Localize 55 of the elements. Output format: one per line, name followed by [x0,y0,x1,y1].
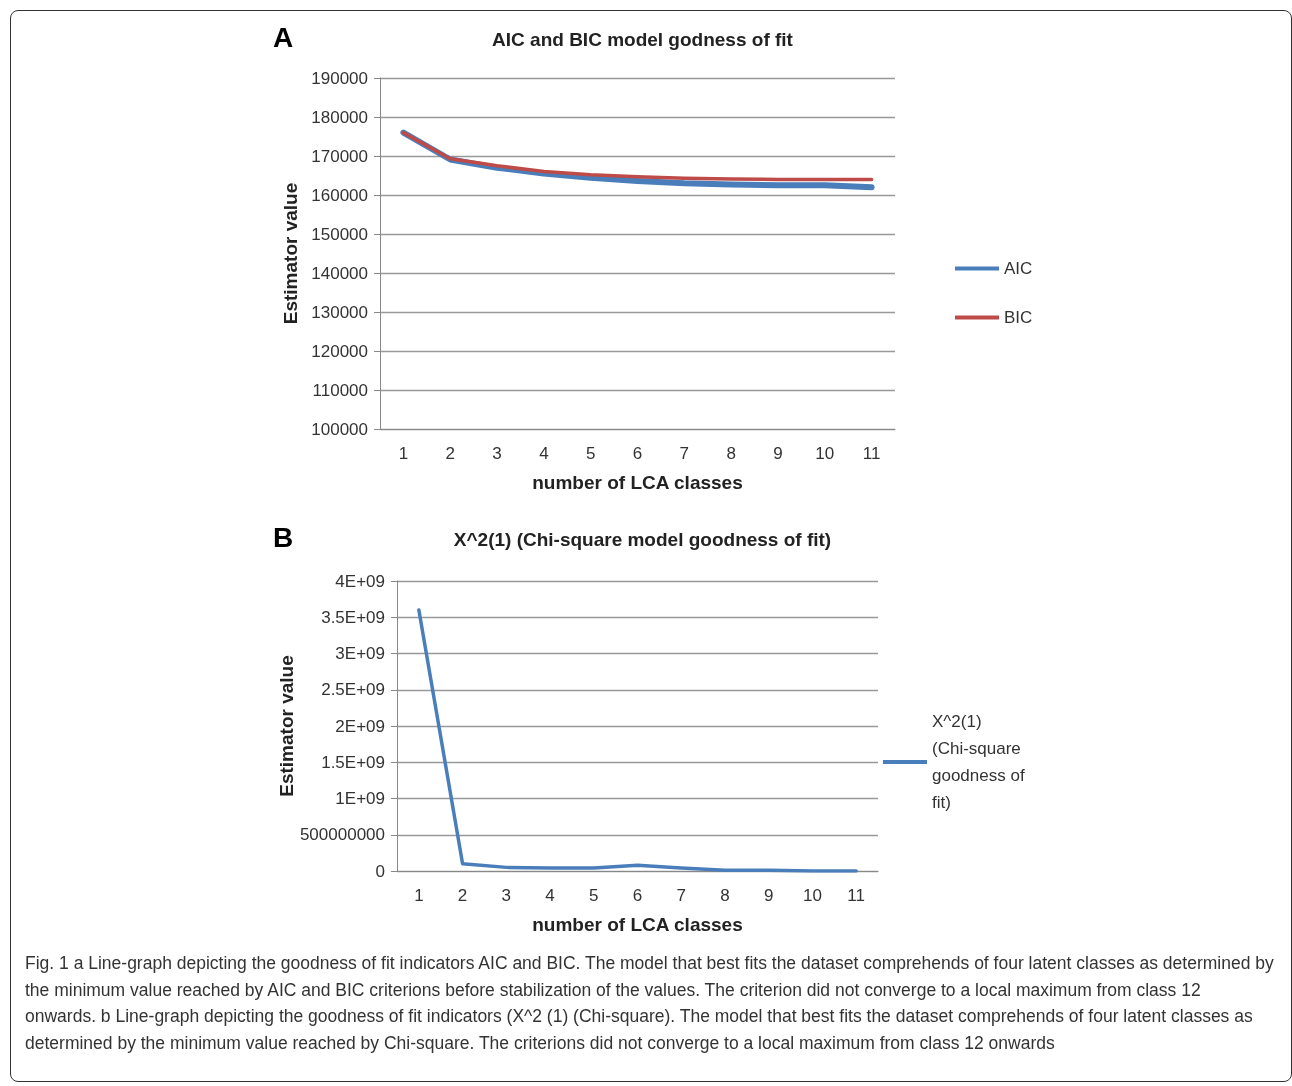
line-series [417,608,858,873]
x-tick-label: 11 [862,444,881,463]
x-tick-label: 2 [445,444,455,463]
y-tick-label: 3E+09 [335,644,385,663]
text: B [273,521,294,553]
x-tick-label: 2 [457,886,468,905]
x-tick-label: 4 [539,444,549,463]
y-tick-label: 100000 [311,419,368,439]
y-tick-label: 160000 [311,185,368,205]
x-tick-label: 10 [815,444,835,463]
x-tick-label: 8 [720,886,730,905]
legend-label: X^2(1) (Chi-square goodness of fit) [932,712,1030,812]
chart-title: AIC and BIC model godness of fit [492,29,794,50]
chart-title: X^2(1) (Chi-square model goodness of fit) [453,529,832,550]
y-tick-label: 1.5E+09 [321,752,385,772]
y-tick-label: 150000 [311,224,368,244]
y-tick-label: 500000000 [299,825,385,845]
y-tick-label: 130000 [311,302,368,322]
y-tick-label: 140000 [311,263,368,283]
x-axis-title: number of LCA classes [532,914,743,935]
x-axis-title: number of LCA classes [532,472,743,493]
x-tick-label: 6 [632,444,643,463]
x-tick-label: 5 [589,886,599,905]
x-tick-label: 4 [545,886,555,905]
x-tick-label: 8 [726,444,736,463]
y-axis-title: Estimator value [276,655,298,797]
x-tick-label: 3 [501,886,512,905]
y-tick-label: 3.5E+09 [321,607,385,627]
x-tick-label: 9 [773,444,783,463]
y-tick-label: 2.5E+09 [321,680,385,700]
legend-label: BIC [1004,308,1033,327]
x-tick-label: 10 [802,886,822,905]
y-tick-label: 0 [375,861,385,881]
y-tick-label: 170000 [311,146,368,166]
y-tick-label: 4E+09 [335,571,385,591]
x-tick-label: 11 [847,886,865,905]
legend-label: AIC [1004,259,1033,278]
y-tick-label: 110000 [312,380,368,400]
x-tick-label: 9 [763,886,774,905]
x-tick-label: 7 [676,886,686,905]
y-tick-label: 2E+09 [335,716,385,736]
x-tick-label: 1 [414,886,424,905]
y-tick-label: 180000 [311,107,368,127]
x-tick-label: 6 [632,886,643,905]
x-tick-label: 1 [398,444,409,463]
x-tick-label: 7 [679,444,690,463]
x-tick-label: 3 [492,444,502,463]
y-tick-label: 120000 [311,341,368,361]
y-axis-title: Estimator value [280,182,301,325]
text: A [273,21,294,53]
y-tick-label: 190000 [311,68,368,88]
y-tick-label: 1E+09 [335,789,385,808]
caption: Fig. 1 a Line-graph depicting the goodness of fit indicators AIC and BIC. The model that best fits the dataset comprehends of four latent classes as determined by the minimum value reached by AIC and BIC criterions before stabilization of the values. The criterion did not converge to a local maximum from class 12 onwards. b Line-graph depicting the goodness of fit indicators (X^2 (1) (Chi-square). The model that best fits the dataset comprehends of four latent classes as determined by the minimum value reached by Chi-square. The criterions did not converge to a local maximum from class 12 onwards [25,952,1275,1055]
line-series [401,130,874,182]
x-tick-label: 5 [585,444,596,463]
